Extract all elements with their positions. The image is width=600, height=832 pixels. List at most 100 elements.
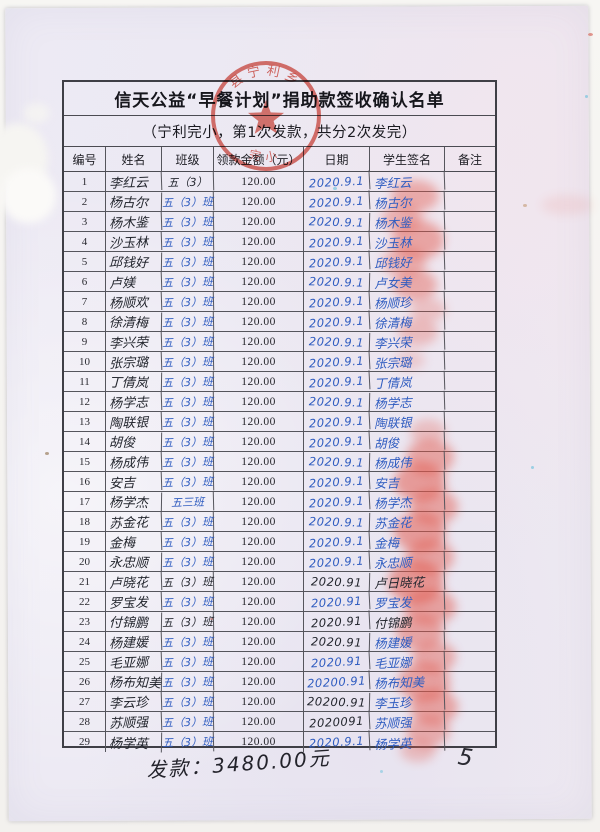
table-row: 7 杨顺欢 五（3）班 120.00 2020.9.1 杨顺珍 [64,290,495,313]
row-amount-cell: 120.00 [214,572,304,591]
row-class-cell: 五（3）班 [161,351,215,372]
row-remark-cell [445,572,495,591]
row-class-cell: 五（3）班 [161,551,215,572]
row-number-cell: 10 [64,352,106,371]
row-signature-cell: 杨布知美 [369,670,446,693]
row-name-cell: 永忠顺 [105,551,163,572]
row-remark-cell [445,452,495,471]
row-signature-cell: 罗宝发 [369,590,446,613]
row-name-cell: 杨学杰 [105,491,163,512]
row-signature-cell: 永忠顺 [369,550,446,573]
row-number-cell: 29 [64,732,106,752]
row-name-cell: 杨顺欢 [105,291,163,312]
row-date-cell: 2020.91 [303,610,371,633]
row-number-cell: 20 [64,552,106,571]
table-row: 11 丁倩岚 五（3）班 120.00 2020.9.1 丁倩岚 [64,370,495,393]
table-row: 16 安吉 五（3）班 120.00 2020.9.1 安吉 [64,470,495,493]
row-date-cell: 2020.9.1 [303,430,371,453]
row-class-cell: 五（3）班 [161,211,215,232]
table-row: 12 杨学志 五（3）班 120.00 2020.9.1 杨学志 [64,390,495,413]
row-date-cell: 2020.9.1 [303,470,371,493]
row-number-cell: 17 [64,492,106,511]
row-remark-cell [445,232,495,251]
header-signature: 学生签名 [370,147,445,171]
header-date: 日期 [304,147,370,171]
row-name-cell: 金梅 [105,531,163,552]
row-signature-cell: 杨顺珍 [369,290,446,313]
row-amount-cell: 120.00 [214,552,304,571]
row-number-cell: 12 [64,392,106,411]
table-row: 9 李兴荣 五（3）班 120.00 2020.9.1 李兴荣 [64,330,495,353]
row-date-cell: 2020.9.1 [303,211,371,232]
row-amount-cell: 120.00 [214,232,304,251]
row-name-cell: 徐清梅 [105,311,163,332]
row-signature-cell: 张宗璐 [369,350,446,373]
row-class-cell: 五（3）班 [161,611,215,632]
row-date-cell: 2020.9.1 [303,451,371,472]
table-row: 20 永忠顺 五（3）班 120.00 2020.9.1 永忠顺 [64,550,495,573]
table-row: 8 徐清梅 五（3）班 120.00 2020.9.1 徐清梅 [64,310,495,333]
row-number-cell: 5 [64,252,106,271]
row-remark-cell [445,172,495,191]
row-name-cell: 毛亚娜 [105,651,163,672]
row-date-cell: 2020.9.1 [303,490,371,513]
row-signature-cell: 苏顺强 [369,710,446,733]
table-row: 29 杨学英 五（3）班 120.00 2020.9.1 杨学英 [64,730,495,754]
table-row: 13 陶联银 五（3）班 120.00 2020.9.1 陶联银 [64,410,495,433]
row-date-cell: 2020.9.1 [303,331,371,352]
row-date-cell: 2020.9.1 [303,550,371,573]
row-number-cell: 18 [64,512,106,531]
row-class-cell: 五（3）班 [161,291,215,312]
row-class-cell: 五（3）班 [161,191,215,212]
row-date-cell: 20200.91 [303,691,371,712]
table-row: 21 卢晓花 五（3）班 120.00 2020.91 卢日晓花 [64,570,495,593]
svg-text:完小: 完小 [248,146,285,165]
row-name-cell: 苏顺强 [105,711,163,732]
row-amount-cell: 120.00 [214,172,304,191]
row-remark-cell [445,472,495,491]
row-signature-cell: 安吉 [369,470,446,493]
row-name-cell: 卢晓花 [105,571,163,592]
star-icon [248,100,284,134]
seal-arc-text-bottom: 完小 [248,146,279,165]
row-remark-cell [445,532,495,551]
row-name-cell: 胡俊 [105,431,163,452]
row-class-cell: 五（3）班 [161,411,215,432]
row-remark-cell [445,612,495,631]
row-signature-cell: 卢女美 [369,270,446,293]
svg-text:县宁利乡: 县宁利乡 [227,62,305,91]
row-remark-cell [445,432,495,451]
row-class-cell: 五（3）班 [161,531,215,552]
row-name-cell: 邱钱好 [105,251,163,272]
row-date-cell: 2020.9.1 [303,410,371,433]
row-class-cell: 五（3）班 [161,591,215,612]
row-date-cell: 2020.91 [303,650,371,673]
header-class: 班级 [162,147,214,171]
row-amount-cell: 120.00 [214,732,304,752]
row-remark-cell [445,552,495,571]
row-date-cell: 2020.9.1 [303,290,371,313]
row-amount-cell: 120.00 [214,712,304,731]
row-date-cell: 2020.9.1 [303,271,371,292]
row-amount-cell: 120.00 [214,272,304,291]
row-name-cell: 李兴荣 [105,331,163,352]
row-remark-cell [445,332,495,351]
row-class-cell: 五（3）班 [161,431,215,452]
row-signature-cell: 毛亚娜 [369,650,446,673]
header-remark: 备注 [457,152,482,167]
row-date-cell: 2020.9.1 [303,511,371,532]
row-name-cell: 安吉 [105,471,163,492]
table-row: 28 苏顺强 五（3）班 120.00 2020091 苏顺强 [64,710,495,733]
row-amount-cell: 120.00 [214,352,304,371]
row-date-cell: 2020.91 [303,571,371,592]
row-remark-cell [445,272,495,291]
row-signature-cell: 金梅 [369,530,446,553]
table-row: 3 杨木鉴 五（3）班 120.00 2020.9.1 杨木鉴 [64,210,495,233]
row-amount-cell: 120.00 [214,192,304,211]
row-remark-cell [445,212,495,231]
row-remark-cell [445,312,495,331]
row-amount-cell: 120.00 [214,392,304,411]
row-name-cell: 杨建媛 [105,631,163,652]
row-class-cell: 五（3）班 [161,711,215,732]
row-class-cell: 五（3）班 [161,451,215,472]
